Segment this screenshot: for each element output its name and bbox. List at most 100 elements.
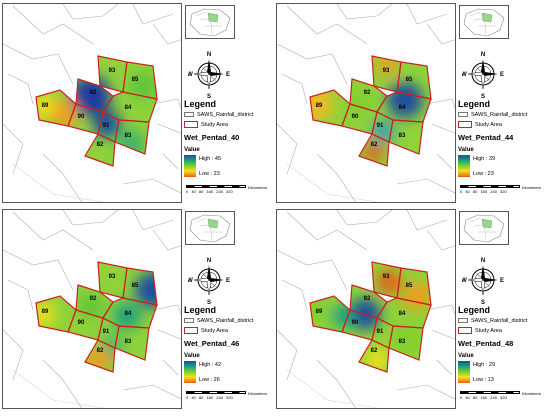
district-label: 83 — [125, 339, 132, 345]
south-label: S — [481, 94, 485, 99]
locator-inset — [459, 211, 509, 245]
study-area-swatch — [184, 121, 198, 128]
low-label: Low : 23 — [199, 171, 220, 177]
west-label: W — [462, 72, 467, 78]
study-area-label: Study Area — [475, 327, 502, 334]
high-label: High : 39 — [473, 156, 496, 162]
boundary-swatch — [184, 112, 194, 118]
scale-unit: Kilometers — [522, 185, 541, 190]
district-label: 91 — [377, 329, 384, 335]
study-area-swatch — [458, 327, 472, 334]
value-label: Value — [184, 353, 200, 359]
pentad-title: Wet_Pentad_48 — [458, 339, 514, 348]
district-label: 93 — [383, 274, 390, 280]
pentad-title: Wet_Pentad_46 — [184, 339, 240, 348]
scale-unit: Kilometers — [248, 391, 267, 396]
high-label: High : 29 — [473, 362, 496, 368]
map-panel-4: 93 85 92 89 90 84 91 82 83 N S W E Legend SAWS_Rainfal… — [276, 209, 550, 411]
district-label: 85 — [132, 77, 139, 83]
legend-boundary-row: SAWS_Rainfall_district — [458, 112, 527, 118]
district-label: 89 — [42, 309, 49, 315]
district-label: 82 — [371, 142, 378, 148]
legend-title: Legend — [184, 99, 217, 109]
west-label: W — [188, 278, 193, 284]
map-view: 93 85 92 89 90 84 91 82 83 — [2, 3, 182, 203]
study-area-label: Study Area — [201, 327, 228, 334]
district-label: 93 — [383, 68, 390, 74]
study-area-label: Study Area — [201, 121, 228, 128]
boundary-label: SAWS_Rainfall_district — [197, 112, 254, 118]
study-area-swatch — [184, 327, 198, 334]
compass-rose-icon: N S W E — [461, 255, 504, 306]
scale-bar: 0 40 80 160 240 320 Kilometers — [184, 391, 276, 403]
map-view: 93 85 92 89 90 84 91 82 83 — [2, 209, 182, 409]
scale-ticks: 0 40 80 160 240 320 — [186, 189, 233, 194]
district-label: 92 — [364, 296, 371, 302]
legend-study-row: Study Area — [184, 121, 228, 128]
district-83 — [388, 325, 424, 361]
low-label: Low : 26 — [199, 377, 220, 383]
scale-unit: Kilometers — [248, 185, 267, 190]
pentad-title: Wet_Pentad_40 — [184, 133, 240, 142]
west-label: W — [188, 72, 193, 78]
district-82 — [84, 133, 116, 167]
study-area-swatch — [458, 121, 472, 128]
district-83 — [388, 119, 424, 155]
map-panel-1: 93 85 92 89 90 84 91 82 83 N S W E Legend SAWS_Rainfal… — [2, 3, 276, 205]
district-label: 89 — [316, 103, 323, 109]
district-83 — [114, 119, 150, 155]
district-label: 90 — [78, 114, 85, 120]
district-label: 82 — [371, 348, 378, 354]
boundary-label: SAWS_Rainfall_district — [197, 318, 254, 324]
north-label: N — [207, 52, 211, 58]
high-label: High : 45 — [199, 156, 222, 162]
district-83 — [114, 325, 150, 361]
rainfall-surface — [36, 56, 157, 166]
legend-column: N S W E Legend SAWS_Rainfall_district Study Ar… — [182, 209, 276, 409]
south-label: S — [207, 300, 211, 305]
scale-unit: Kilometers — [522, 391, 541, 396]
south-label: S — [481, 300, 485, 305]
high-label: High : 42 — [199, 362, 222, 368]
north-label: N — [207, 258, 211, 264]
value-gradient — [184, 155, 196, 177]
legend-study-row: Study Area — [458, 327, 502, 334]
district-label: 83 — [125, 133, 132, 139]
low-label: Low : 13 — [473, 377, 494, 383]
rainfall-surface — [310, 262, 431, 372]
district-label: 90 — [352, 320, 359, 326]
legend-study-row: Study Area — [458, 121, 502, 128]
east-label: E — [500, 278, 504, 284]
legend-boundary-row: SAWS_Rainfall_district — [184, 318, 253, 324]
compass-rose-icon: N S W E — [187, 255, 230, 306]
boundary-label: SAWS_Rainfall_district — [471, 318, 528, 324]
choropleth-map: 93 85 92 89 90 84 91 82 83 — [3, 4, 181, 202]
background-boundaries — [277, 4, 455, 202]
choropleth-map: 93 85 92 89 90 84 91 82 83 — [277, 210, 455, 408]
district-label: 83 — [399, 133, 406, 139]
scale-bar: 0 40 80 160 240 320 Kilometers — [458, 185, 550, 197]
legend-study-row: Study Area — [184, 327, 228, 334]
district-label: 92 — [90, 296, 97, 302]
scale-bar-graphic — [460, 185, 520, 188]
scale-bar: 0 40 80 160 240 320 Kilometers — [184, 185, 276, 197]
west-label: W — [462, 278, 467, 284]
scale-bar-graphic — [186, 185, 246, 188]
boundary-swatch — [458, 318, 468, 324]
map-panel-3: 93 85 92 89 90 84 91 82 83 N S W E Legend SAWS_Rainfal… — [2, 209, 276, 411]
district-label: 84 — [399, 311, 406, 317]
legend-column: N S W E Legend SAWS_Rainfall_district Study Ar… — [456, 209, 550, 409]
low-label: Low : 23 — [473, 171, 494, 177]
locator-inset — [185, 211, 235, 245]
legend-title: Legend — [458, 305, 491, 315]
south-label: S — [207, 94, 211, 99]
boundary-swatch — [458, 112, 468, 118]
district-label: 92 — [364, 90, 371, 96]
scale-ticks: 0 40 80 160 240 320 — [460, 189, 507, 194]
district-label: 91 — [103, 123, 110, 129]
rainfall-surface — [36, 262, 157, 372]
pentad-title: Wet_Pentad_44 — [458, 133, 514, 142]
legend-title: Legend — [458, 99, 491, 109]
legend-title: Legend — [184, 305, 217, 315]
locator-inset — [459, 5, 509, 39]
